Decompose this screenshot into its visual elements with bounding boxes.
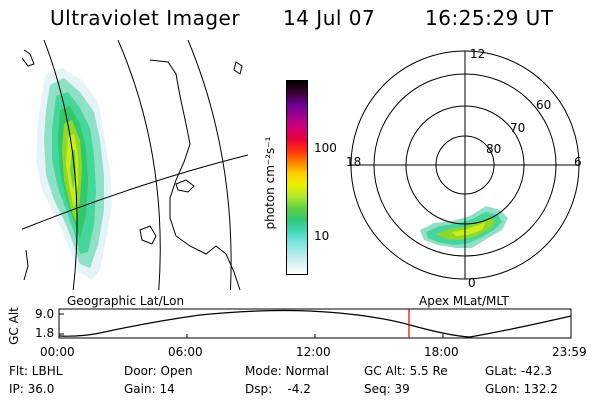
polar-lat-60: 60 bbox=[536, 98, 551, 112]
polar-mlt-12: 12 bbox=[470, 47, 485, 61]
glon-info: GLon: 132.2 bbox=[485, 382, 558, 396]
polar-mlt-18: 18 bbox=[346, 155, 361, 169]
altitude-xtick-1: 06:00 bbox=[168, 345, 203, 359]
image-date: 14 Jul 07 bbox=[283, 6, 376, 30]
colorbar-tick-100: 100 bbox=[314, 141, 337, 155]
altitude-xtick-2: 12:00 bbox=[296, 345, 331, 359]
colorbar bbox=[286, 80, 308, 275]
gc-alt-info: GC Alt: 5.5 Re bbox=[364, 364, 448, 378]
colorbar-tick-10: 10 bbox=[314, 229, 330, 243]
altitude-xtick-4: 23:59 bbox=[552, 345, 587, 359]
mode-info: Mode: Normal bbox=[245, 364, 329, 378]
instrument-title: Ultraviolet Imager bbox=[50, 6, 241, 30]
altitude-xtick-0: 00:00 bbox=[40, 345, 75, 359]
polar-mlt-6: 6 bbox=[574, 155, 582, 169]
glat-info: GLat: -42.3 bbox=[485, 364, 552, 378]
polar-mlt-0: 0 bbox=[468, 276, 476, 290]
polar-lat-80: 80 bbox=[486, 142, 501, 156]
geographic-lat-lon-label: Geographic Lat/Lon bbox=[67, 294, 185, 308]
filter-info: Flt: LBHL bbox=[9, 364, 63, 378]
altitude-ytick-high: 9.0 bbox=[35, 307, 55, 321]
polar-mlat-mlt-plot: 12 0 18 6 60 70 80 bbox=[346, 47, 582, 290]
polar-auroral-emission bbox=[418, 200, 512, 252]
dsp-info: Dsp: -4.2 bbox=[245, 382, 311, 396]
geographic-map bbox=[22, 40, 249, 290]
apex-mlat-mlt-label: Apex MLat/MLT bbox=[419, 294, 509, 308]
polar-lat-70: 70 bbox=[510, 121, 525, 135]
seq-info: Seq: 39 bbox=[364, 382, 410, 396]
altitude-strip bbox=[58, 308, 572, 339]
instrument-info-panel: Flt: LBHL Door: Open Mode: Normal GC Alt… bbox=[0, 364, 600, 400]
door-info: Door: Open bbox=[124, 364, 193, 378]
altitude-curve bbox=[58, 309, 572, 338]
gain-info: Gain: 14 bbox=[124, 382, 175, 396]
altitude-ytick-low: 1.8 bbox=[35, 326, 55, 340]
ip-info: IP: 36.0 bbox=[9, 382, 55, 396]
auroral-emission-map bbox=[36, 68, 112, 280]
altitude-xtick-3: 18:00 bbox=[424, 345, 459, 359]
colorbar-unit-label: photon cm⁻²s⁻¹ bbox=[263, 136, 277, 230]
image-time: 16:25:29 UT bbox=[425, 6, 554, 30]
